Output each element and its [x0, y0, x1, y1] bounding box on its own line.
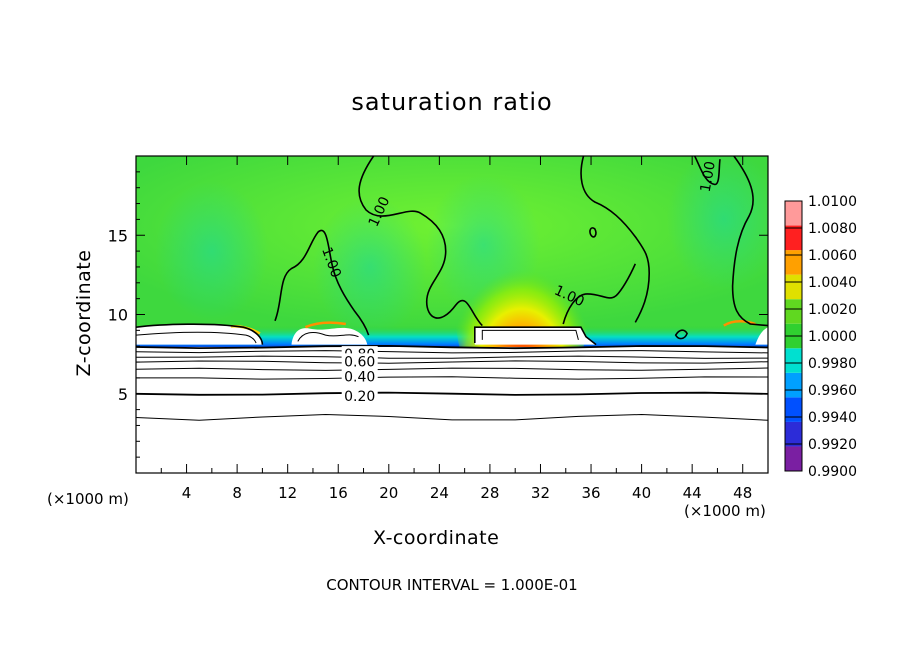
x-tick-label: 40 — [632, 484, 651, 502]
contour-line-1.00 — [731, 156, 768, 327]
x-tick-label: 24 — [430, 484, 449, 502]
y-axis-label: Z-coordinate — [73, 249, 95, 377]
x-tick-label: 12 — [278, 484, 297, 502]
unsaturated-layer — [136, 346, 768, 473]
colorbar-label: 0.9960 — [808, 383, 857, 399]
cloud-inner-contour — [136, 331, 257, 344]
colorbar-swatch — [785, 274, 802, 300]
contour-line-0.3 — [136, 376, 768, 380]
contour-label-bg — [341, 353, 378, 369]
x-tick-label: 4 — [182, 484, 192, 502]
contour-line-1.00 — [562, 263, 637, 325]
field-patch — [154, 181, 269, 321]
x-tick-label: 16 — [329, 484, 348, 502]
colorbar-swatch — [785, 225, 802, 251]
contour-line-0.6 — [136, 355, 768, 359]
colorbar-swatch — [785, 348, 802, 373]
colorbar-swatch — [785, 250, 802, 275]
contour-line-1.00 — [474, 326, 597, 346]
field-patch — [666, 156, 768, 290]
contour-line-1.00 — [674, 329, 688, 340]
x-tick-label: 32 — [531, 484, 550, 502]
colorbar-label: 1.0020 — [808, 302, 857, 318]
contour-line-0.8 — [136, 344, 768, 350]
colorbar-label: 0.9940 — [808, 410, 857, 426]
x-tick-label: 36 — [581, 484, 600, 502]
colorbar-label: 1.0060 — [808, 248, 857, 264]
contour-line-0.5 — [136, 360, 768, 364]
contour-line-1.00 — [580, 156, 651, 323]
colorbar-swatch — [785, 397, 802, 422]
x-tick-label: 28 — [480, 484, 499, 502]
colorbar-swatch — [785, 421, 802, 447]
cloud-edge-rim — [723, 319, 756, 327]
contour-line-1.00 — [358, 156, 483, 327]
colorbar-swatch — [785, 446, 802, 471]
contour-label: 0.40 — [344, 369, 375, 385]
cloud-edge-patch — [136, 324, 263, 345]
contour-interval-note: CONTOUR INTERVAL = 1.000E-01 — [326, 576, 578, 594]
x-tick-label: 48 — [733, 484, 752, 502]
contour-label-bg — [341, 388, 378, 404]
contour-label-bg — [341, 368, 378, 384]
colorbar-label: 1.0080 — [808, 221, 857, 237]
y-tick-label: 5 — [118, 385, 128, 404]
contour-line-0.2 — [136, 391, 768, 396]
colorbar-label: 0.9980 — [808, 356, 857, 372]
cloud-edge-patch — [755, 327, 768, 345]
contour-line-1.00 — [693, 156, 721, 186]
colorbar-swatch — [785, 372, 802, 398]
contour-label: 0.20 — [344, 389, 375, 405]
colorbar-label: 0.9920 — [808, 437, 857, 453]
colorbar-swatch — [785, 201, 802, 226]
field-patch — [312, 197, 427, 337]
x-tick-label: 20 — [379, 484, 398, 502]
cloud-edge-rim — [304, 321, 346, 329]
cloud-inner-contour — [297, 332, 359, 342]
contour-line-1.00 — [136, 323, 264, 345]
x-tick-label: 8 — [232, 484, 242, 502]
contour-line-1.00 — [274, 229, 370, 336]
cloud-inner-contour — [481, 329, 579, 341]
x-axis-label: X-coordinate — [373, 527, 500, 549]
contour-line-0.4 — [136, 367, 768, 371]
colorbar-label: 1.0100 — [808, 194, 857, 210]
x-tick-label: 44 — [683, 484, 702, 502]
colorbar-label: 0.9900 — [808, 464, 857, 480]
y-tick-label: 15 — [108, 226, 128, 245]
contour-line-0.1 — [136, 413, 768, 421]
colorbar-label: 1.0040 — [808, 275, 857, 291]
y-tick-label: 10 — [108, 306, 128, 325]
cloud-edge-patch — [474, 327, 597, 345]
contour-label: 1.00 — [698, 160, 719, 193]
x-axis-unit-left: (×1000 m) — [47, 490, 129, 508]
colorbar-label: 1.0000 — [808, 329, 857, 345]
contour-line-0.7 — [136, 350, 768, 354]
colorbar-swatch — [785, 299, 802, 324]
contour-label: 0.60 — [344, 354, 375, 370]
contour-line-1.00 — [589, 227, 597, 238]
chart-title: saturation ratio — [351, 88, 553, 116]
x-axis-unit-right: (×1000 m) — [684, 502, 766, 520]
